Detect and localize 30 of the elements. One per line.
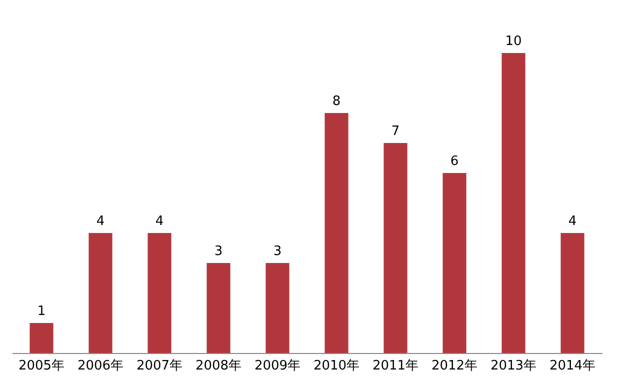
x-tick-label: 2005年: [18, 358, 65, 374]
bar: [502, 53, 526, 353]
data-label: 4: [568, 214, 577, 229]
x-tick-label: 2008年: [195, 358, 242, 374]
data-label: 3: [214, 244, 223, 259]
bar: [30, 323, 54, 353]
data-label: 10: [505, 34, 522, 49]
x-tick-label: 2013年: [490, 358, 537, 374]
data-label: 8: [332, 94, 341, 109]
bar: [560, 233, 584, 353]
data-label: 7: [391, 124, 400, 139]
data-label: 6: [450, 154, 459, 169]
data-label: 1: [37, 304, 46, 319]
bar: [88, 233, 112, 353]
x-tick-label: 2007年: [136, 358, 183, 374]
data-label: 4: [155, 214, 164, 229]
bar: [442, 173, 466, 353]
bar: [266, 263, 290, 353]
data-label: 4: [96, 214, 105, 229]
x-tick-label: 2014年: [549, 358, 596, 374]
x-tick-label: 2010年: [313, 358, 360, 374]
bar: [148, 233, 172, 353]
bar: [384, 143, 408, 353]
data-label: 3: [273, 244, 282, 259]
x-tick-label: 2006年: [77, 358, 124, 374]
bar: [324, 113, 348, 353]
x-tick-label: 2011年: [372, 358, 419, 374]
x-tick-label: 2012年: [431, 358, 478, 374]
bar: [206, 263, 230, 353]
x-tick-label: 2009年: [254, 358, 301, 374]
